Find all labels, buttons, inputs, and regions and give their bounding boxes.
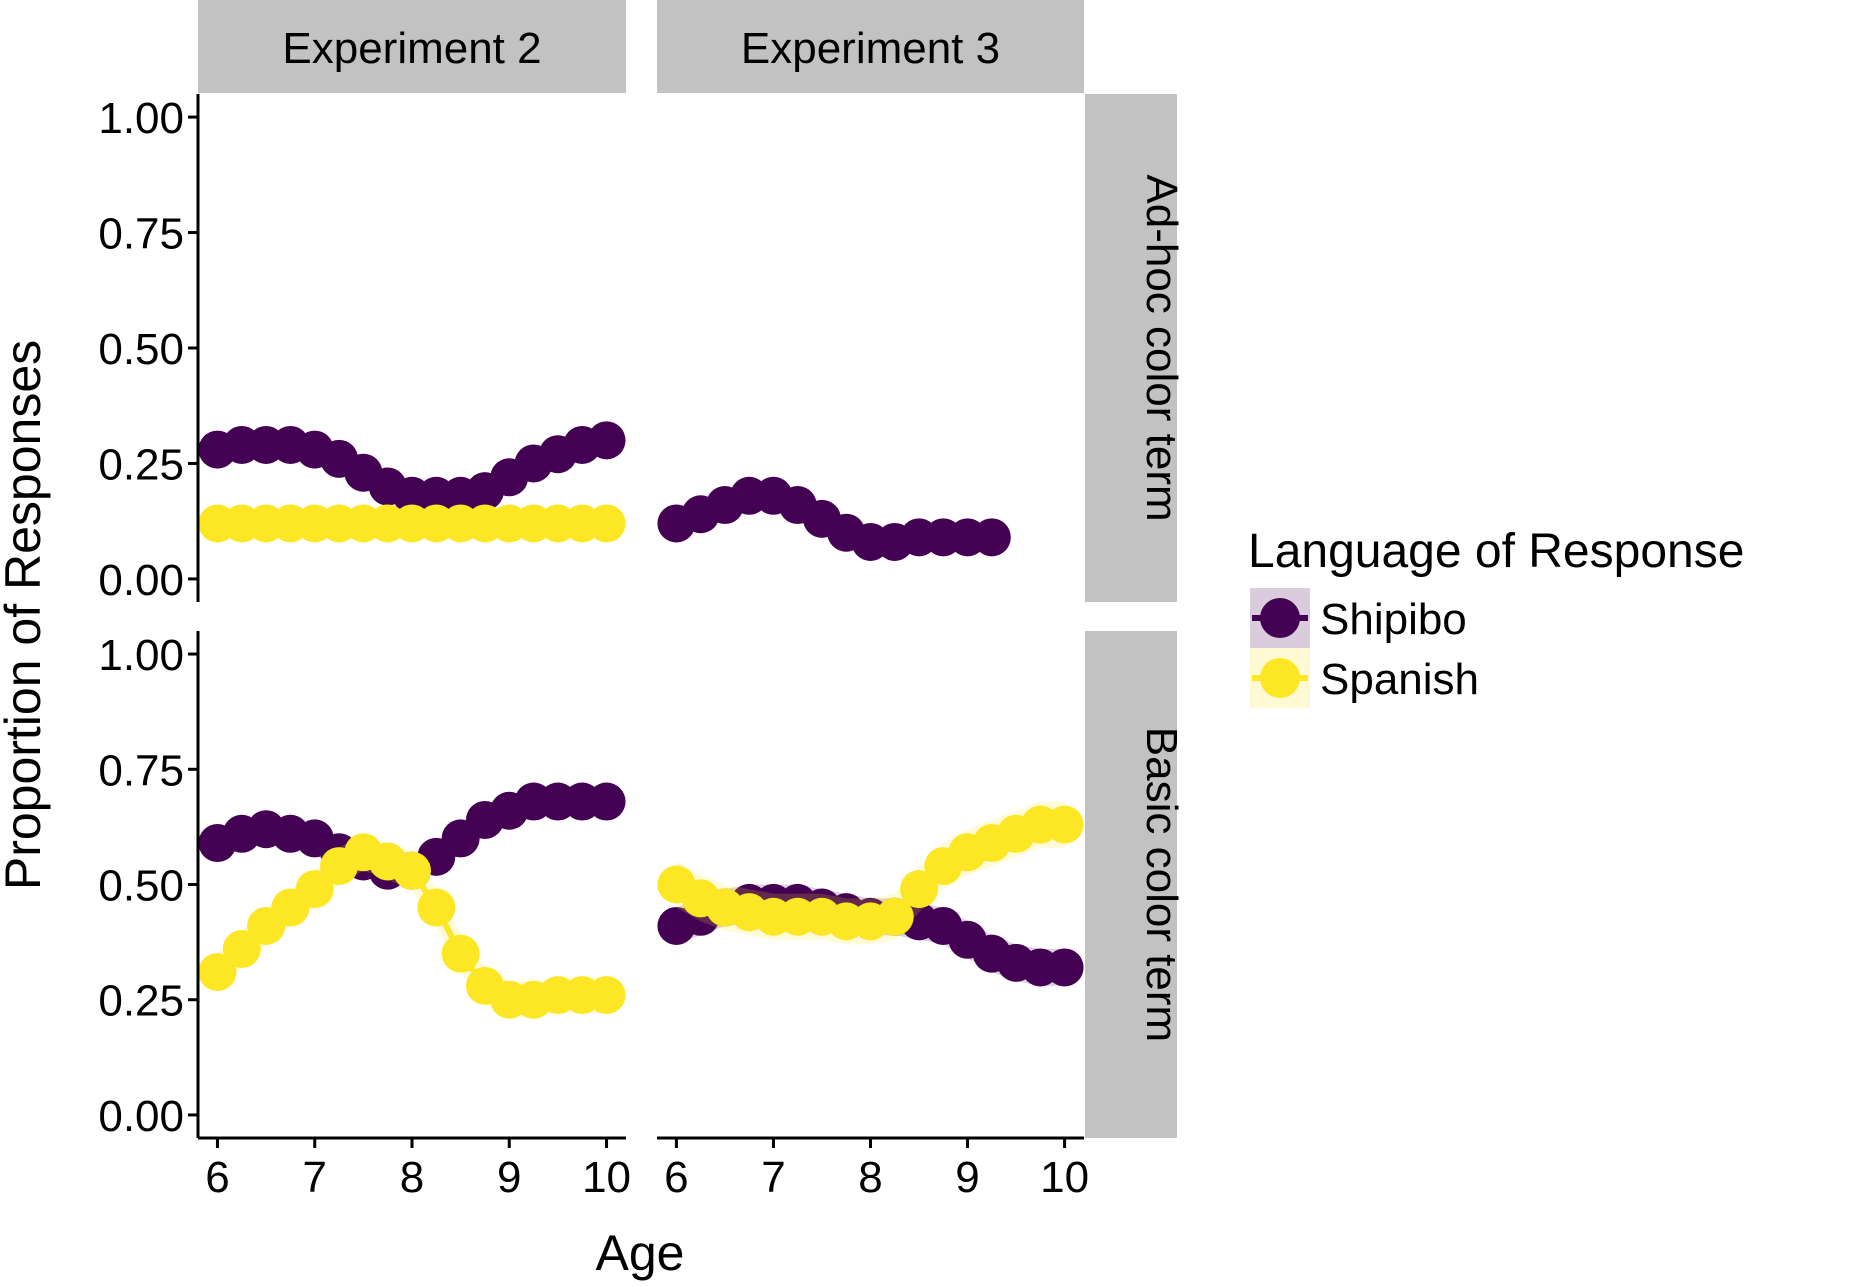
row-strip xyxy=(1085,94,1177,602)
data-point xyxy=(875,897,914,936)
legend-title: Language of Response xyxy=(1248,525,1744,578)
legend-entry: Spanish xyxy=(1250,648,1479,708)
data-point xyxy=(441,934,480,973)
x-tick-label: 6 xyxy=(205,1153,229,1202)
column-strip-label: Experiment 2 xyxy=(282,24,541,73)
series-spanish xyxy=(198,833,626,1019)
legend-key-point xyxy=(1260,598,1300,638)
data-point xyxy=(295,870,334,909)
x-tick-label: 10 xyxy=(1040,1153,1089,1202)
y-tick-label: 1.00 xyxy=(98,94,184,143)
y-axis-title: Proportion of Responses xyxy=(0,340,51,890)
column-strip xyxy=(198,0,626,93)
data-point xyxy=(972,518,1011,557)
legend: Language of Response Shipibo Spanish xyxy=(1248,525,1744,708)
data-point xyxy=(417,888,456,927)
column-strip-label: Experiment 3 xyxy=(741,24,1000,73)
panels-layer xyxy=(198,421,1084,1019)
y-tick-label: 0.25 xyxy=(98,977,184,1026)
x-tick-label: 8 xyxy=(858,1153,882,1202)
panel xyxy=(198,782,626,1019)
panel xyxy=(657,801,1084,987)
x-tick-label: 7 xyxy=(302,1153,326,1202)
x-tick-label: 6 xyxy=(664,1153,688,1202)
legend-entry: Shipibo xyxy=(1250,588,1467,648)
data-point xyxy=(900,870,939,909)
data-point xyxy=(587,421,626,460)
x-tick-label: 7 xyxy=(761,1153,785,1202)
y-tick-label: 0.00 xyxy=(98,1092,184,1141)
row-strip xyxy=(1085,631,1177,1138)
series-shipibo xyxy=(198,421,626,515)
x-tick-label: 10 xyxy=(582,1153,631,1202)
data-point xyxy=(587,782,626,821)
series-shipibo xyxy=(657,476,1011,561)
row-strip-label: Basic color term xyxy=(1137,727,1186,1042)
data-point xyxy=(587,504,626,543)
data-point xyxy=(198,953,237,992)
series-spanish xyxy=(657,801,1084,945)
axes-layer: 0.00 0.25 0.50 0.75 1.00 0.00 0.25 0.50 0.75 1.00… xyxy=(98,94,1089,1202)
y-tick-label: 1.00 xyxy=(98,631,184,680)
y-tick-label: 0.75 xyxy=(98,746,184,795)
row-strip-label: Ad-hoc color term xyxy=(1137,174,1186,521)
y-tick-label: 0.50 xyxy=(98,862,184,911)
legend-label: Spanish xyxy=(1320,655,1479,704)
strips-layer: Experiment 2 Experiment 3 Ad-hoc color ter… xyxy=(198,0,1186,1138)
y-tick-label: 0.00 xyxy=(98,556,184,605)
legend-entries: Shipibo Spanish xyxy=(1250,588,1479,708)
data-point xyxy=(222,930,261,969)
y-tick-label: 0.50 xyxy=(98,325,184,374)
data-point xyxy=(1045,948,1084,987)
legend-key-point xyxy=(1260,658,1300,698)
y-tick-label: 0.75 xyxy=(98,210,184,259)
data-point xyxy=(393,851,431,890)
series-spanish xyxy=(198,504,626,543)
x-axis-title: Age xyxy=(596,1225,685,1281)
panel xyxy=(657,476,1011,561)
y-tick-label: 0.25 xyxy=(98,440,184,489)
column-strip xyxy=(657,0,1084,93)
legend-label: Shipibo xyxy=(1320,595,1467,644)
x-tick-label: 9 xyxy=(955,1153,979,1202)
x-tick-label: 9 xyxy=(497,1153,521,1202)
x-tick-label: 8 xyxy=(400,1153,424,1202)
panel xyxy=(198,421,626,543)
data-point xyxy=(587,976,626,1015)
data-point xyxy=(1045,805,1084,844)
